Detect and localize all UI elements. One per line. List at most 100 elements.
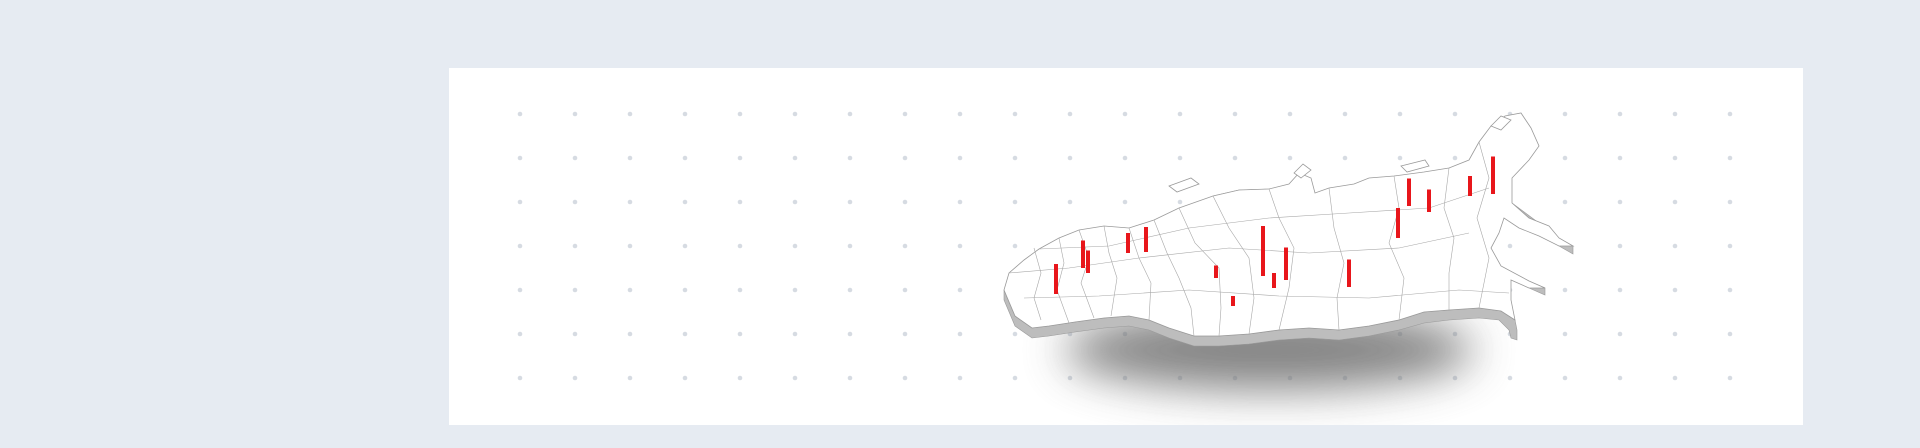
map-marker-bar[interactable] — [1427, 189, 1431, 213]
grid-dot — [1562, 199, 1568, 205]
grid-dot — [517, 331, 523, 337]
map-marker-bar[interactable] — [1272, 273, 1276, 288]
grid-dot — [1342, 111, 1348, 117]
grid-dot — [957, 375, 963, 381]
grid-dot — [572, 199, 578, 205]
grid-dot — [792, 199, 798, 205]
grid-dot — [902, 155, 908, 161]
grid-dot — [1232, 111, 1238, 117]
map-marker-bar[interactable] — [1054, 264, 1058, 294]
grid-dot — [1122, 155, 1128, 161]
grid-dot — [1727, 331, 1733, 337]
grid-dot — [792, 375, 798, 381]
region-borders — [1008, 141, 1510, 337]
map-marker-bar[interactable] — [1396, 208, 1400, 238]
grid-dot — [1012, 111, 1018, 117]
grid-dot — [902, 331, 908, 337]
grid-dot — [627, 155, 633, 161]
grid-dot — [1177, 111, 1183, 117]
grid-dot — [1122, 199, 1128, 205]
grid-dot — [1067, 375, 1073, 381]
grid-dot — [572, 243, 578, 249]
map-marker-bar[interactable] — [1468, 176, 1472, 196]
map-marker-bar[interactable] — [1284, 247, 1288, 281]
russia-3d-map[interactable] — [449, 68, 1803, 425]
grid-dot — [737, 155, 743, 161]
grid-dot — [1727, 243, 1733, 249]
grid-dot — [902, 111, 908, 117]
grid-dot — [1452, 375, 1458, 381]
map-marker-bar[interactable] — [1144, 227, 1148, 252]
grid-dot — [572, 331, 578, 337]
grid-dot — [847, 243, 853, 249]
grid-dot — [1672, 331, 1678, 337]
grid-dot — [1012, 155, 1018, 161]
grid-dot — [1617, 111, 1623, 117]
grid-dot — [1067, 199, 1073, 205]
grid-dot — [1287, 111, 1293, 117]
grid-dot — [902, 287, 908, 293]
grid-dot — [1562, 287, 1568, 293]
grid-dot — [1672, 375, 1678, 381]
grid-dot — [1397, 111, 1403, 117]
map-card — [449, 68, 1803, 425]
grid-dot — [1342, 155, 1348, 161]
grid-dot — [1562, 155, 1568, 161]
grid-dot — [1452, 155, 1458, 161]
grid-dot — [627, 199, 633, 205]
grid-dot — [682, 111, 688, 117]
grid-dot — [957, 331, 963, 337]
map-marker-bar[interactable] — [1214, 265, 1218, 279]
grid-dot — [682, 287, 688, 293]
grid-dot — [957, 243, 963, 249]
grid-dot — [1562, 331, 1568, 337]
grid-dot — [847, 287, 853, 293]
grid-dot — [627, 111, 633, 117]
grid-dot — [1507, 243, 1513, 249]
grid-dot — [682, 199, 688, 205]
grid-dot — [1177, 155, 1183, 161]
grid-dot — [572, 375, 578, 381]
map-marker-bar[interactable] — [1231, 296, 1235, 306]
grid-dot — [957, 111, 963, 117]
grid-dot — [792, 287, 798, 293]
grid-dot — [1672, 243, 1678, 249]
grid-dot — [847, 111, 853, 117]
map-marker-bar[interactable] — [1491, 156, 1495, 195]
grid-dot — [1617, 375, 1623, 381]
grid-dot — [1012, 331, 1018, 337]
map-marker-bar[interactable] — [1081, 240, 1085, 269]
map-marker-bar[interactable] — [1086, 250, 1090, 274]
map-marker-bar[interactable] — [1126, 233, 1130, 253]
grid-dot — [682, 243, 688, 249]
grid-dot — [1067, 155, 1073, 161]
map-marker-bar[interactable] — [1347, 259, 1351, 288]
grid-dot — [1067, 111, 1073, 117]
grid-dot — [902, 199, 908, 205]
grid-dot — [1672, 287, 1678, 293]
grid-dot — [517, 243, 523, 249]
marker-bars — [1054, 156, 1495, 306]
grid-dot — [1727, 155, 1733, 161]
grid-dot — [847, 155, 853, 161]
land-top — [1003, 112, 1575, 337]
grid-dot — [627, 243, 633, 249]
grid-dot — [1672, 155, 1678, 161]
grid-dot — [627, 287, 633, 293]
grid-dot — [792, 155, 798, 161]
grid-dot — [792, 243, 798, 249]
grid-dot — [1012, 375, 1018, 381]
grid-dot — [957, 155, 963, 161]
grid-dot — [792, 331, 798, 337]
grid-dot — [1672, 199, 1678, 205]
grid-dot — [1672, 111, 1678, 117]
map-marker-bar[interactable] — [1261, 226, 1265, 276]
grid-dot — [1617, 243, 1623, 249]
grid-dot — [957, 199, 963, 205]
grid-dot — [1452, 111, 1458, 117]
grid-dot — [902, 243, 908, 249]
grid-dot — [847, 199, 853, 205]
grid-dot — [902, 375, 908, 381]
grid-dot — [517, 155, 523, 161]
map-marker-bar[interactable] — [1407, 178, 1411, 207]
